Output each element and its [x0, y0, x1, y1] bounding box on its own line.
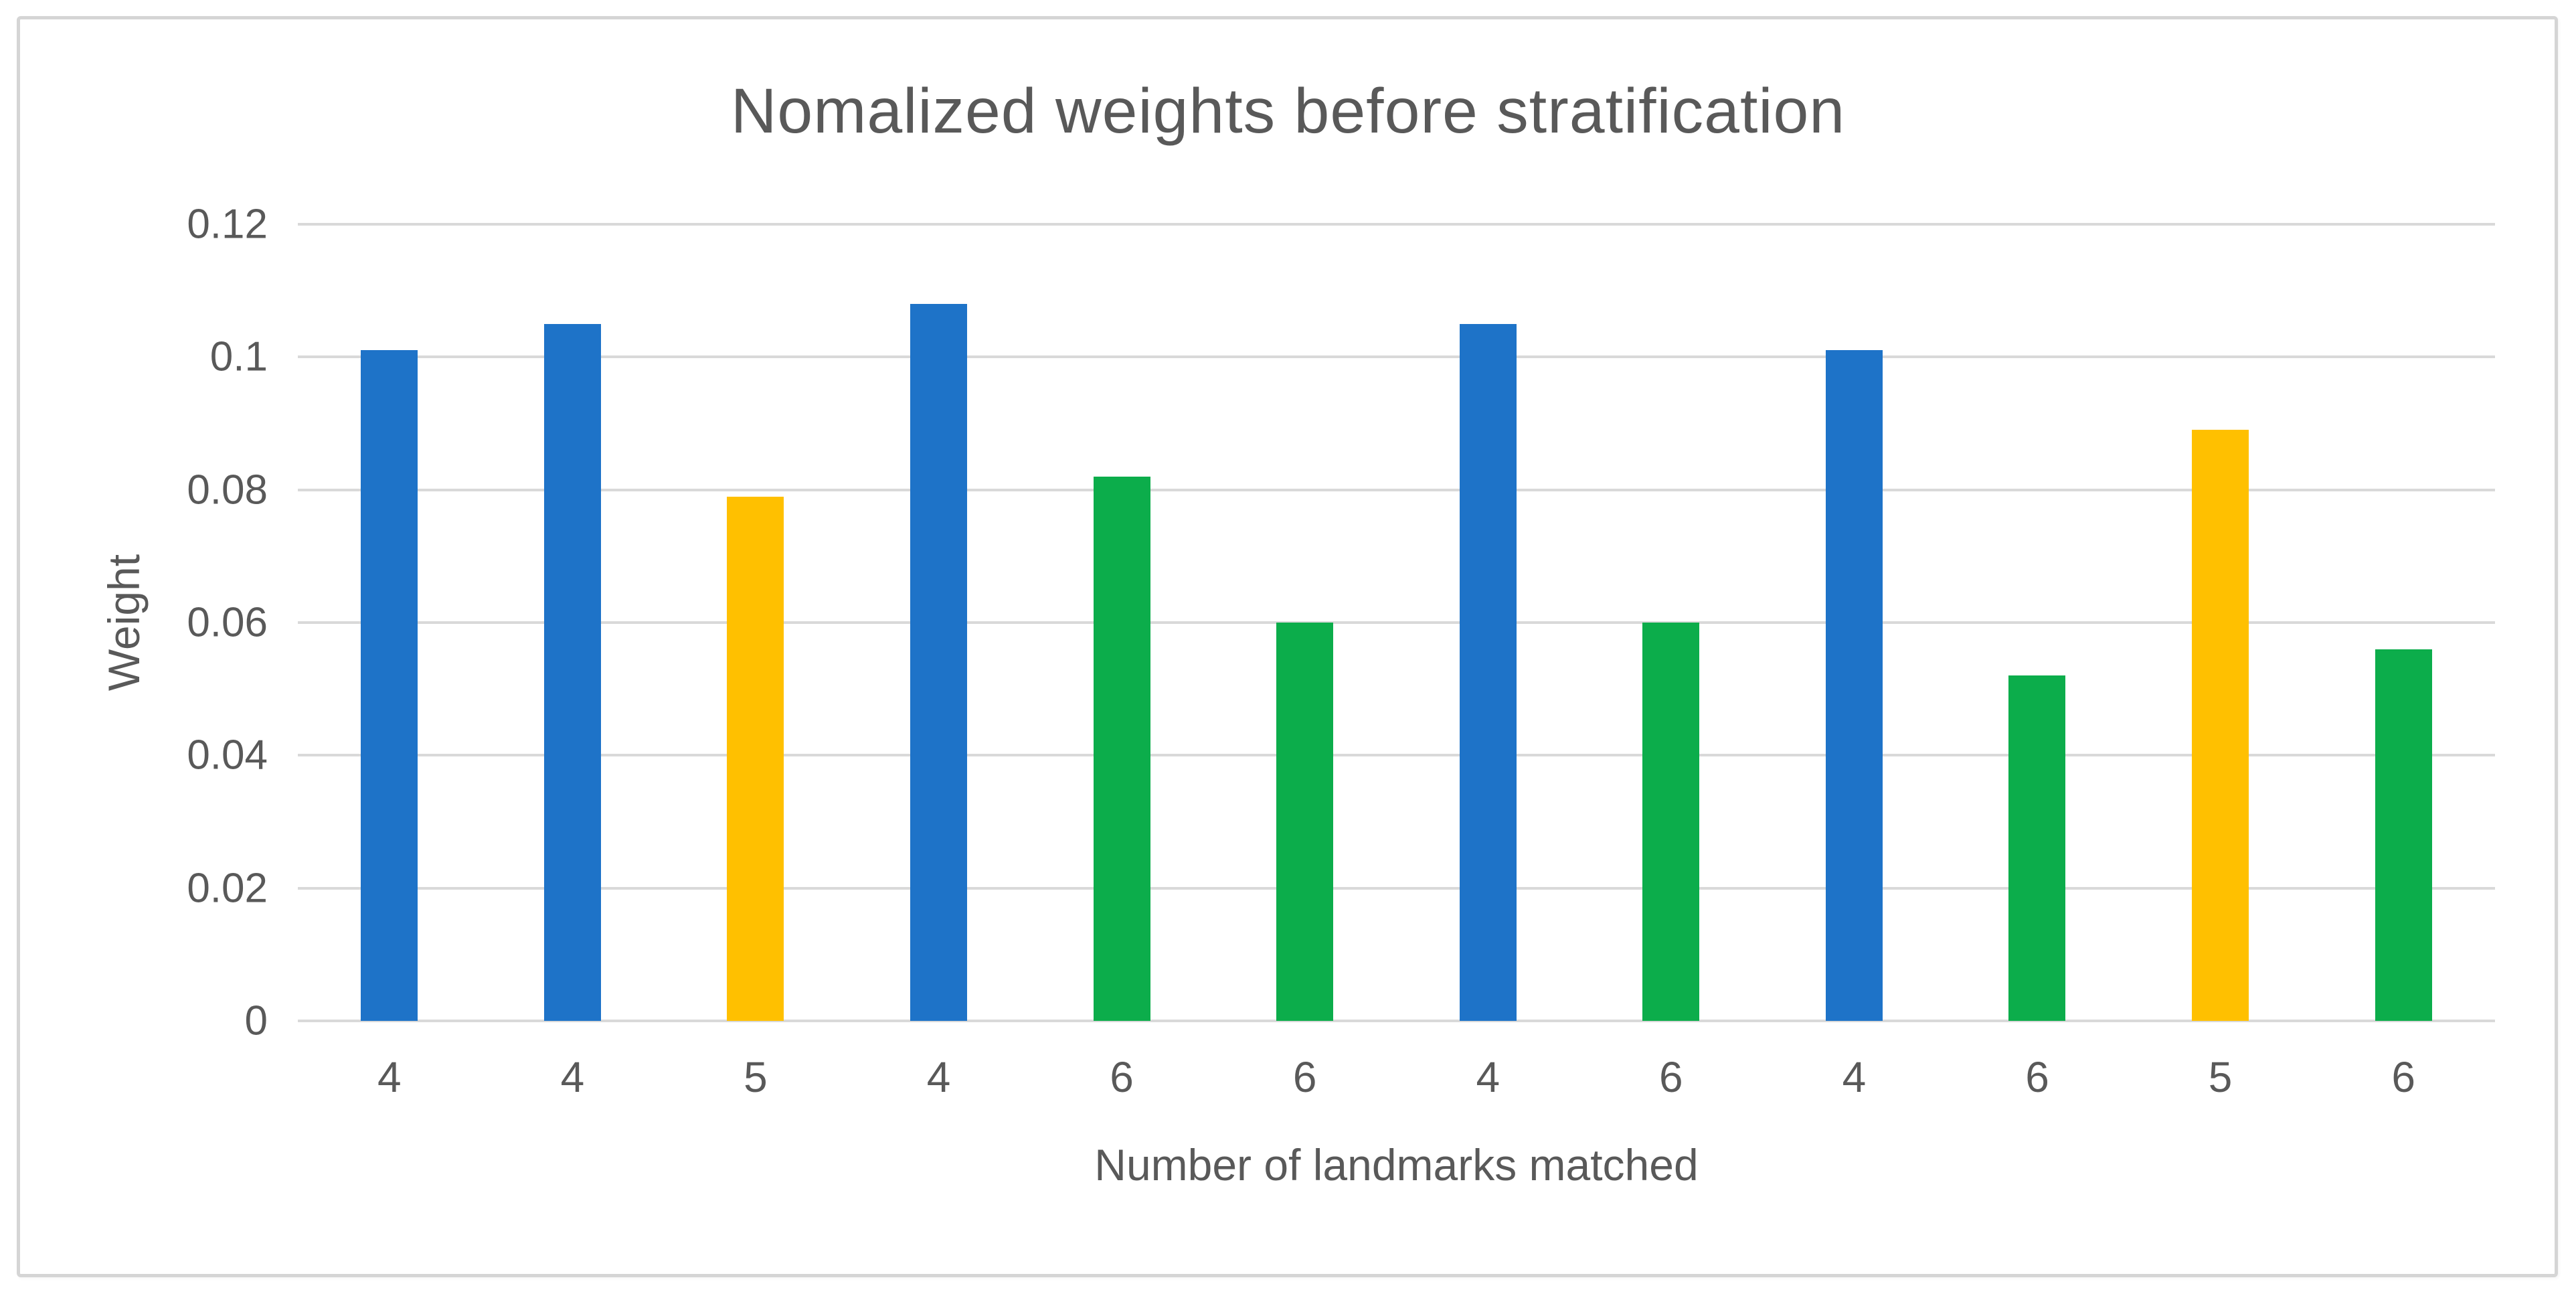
- y-tick-label: 0.1: [209, 333, 268, 380]
- bar: [1276, 623, 1334, 1021]
- bar-slot: [2312, 224, 2495, 1021]
- x-tick-label: 4: [926, 1053, 951, 1101]
- x-tick-label: 4: [1476, 1053, 1500, 1101]
- x-tick-label: 4: [377, 1053, 402, 1101]
- gridline: [298, 223, 2495, 226]
- y-axis-labels: 0 0.02 0.04 0.06 0.08 0.1 0.12: [54, 201, 268, 1044]
- x-tick-label: 6: [2391, 1053, 2415, 1101]
- gridline: [298, 488, 2495, 491]
- chart-title: Nomalized weights before stratification: [730, 76, 1846, 147]
- bar-slot: [1579, 224, 1763, 1021]
- y-tick-label: 0.08: [187, 467, 268, 513]
- y-tick-label: 0.06: [187, 599, 268, 646]
- bar-slot: [1396, 224, 1579, 1021]
- x-tick-label: 6: [1110, 1053, 1134, 1101]
- x-tick-label: 5: [744, 1053, 768, 1101]
- y-tick-label: 0: [244, 997, 268, 1044]
- x-tick-label: 5: [2208, 1053, 2233, 1101]
- x-labels-row: 4 4 5 4 6 6 4 6 4 6 5 6: [298, 1052, 2495, 1106]
- bar: [727, 496, 784, 1021]
- bar-slot: [1763, 224, 1946, 1021]
- gridline: [298, 1020, 2495, 1022]
- x-tick-label: 4: [1842, 1053, 1867, 1101]
- bar-slot: [1030, 224, 1213, 1021]
- bar-slot: [1946, 224, 2129, 1021]
- bar-slot: [1213, 224, 1397, 1021]
- gridline: [298, 886, 2495, 890]
- gridline: [298, 355, 2495, 359]
- gridline: [298, 621, 2495, 624]
- x-axis-title: Number of landmarks matched: [1094, 1140, 1699, 1190]
- y-tick-label: 0.02: [187, 865, 268, 912]
- bar: [543, 323, 601, 1021]
- bar-slot: [2129, 224, 2312, 1021]
- bar: [2192, 430, 2249, 1021]
- y-tick-label: 0.04: [187, 732, 268, 779]
- bar: [2375, 649, 2432, 1021]
- x-tick-label: 6: [2025, 1053, 2049, 1101]
- bar: [1459, 323, 1517, 1021]
- bars-row: [298, 224, 2495, 1021]
- y-tick-label: 0.12: [187, 201, 268, 248]
- bar: [2008, 675, 2066, 1021]
- gridline: [298, 754, 2495, 757]
- bar-slot: [481, 224, 665, 1021]
- bar: [361, 350, 418, 1021]
- x-tick-label: 4: [560, 1053, 585, 1101]
- bar: [1825, 350, 1883, 1021]
- bar-slot: [847, 224, 1031, 1021]
- bar: [1093, 476, 1150, 1021]
- x-tick-label: 6: [1659, 1053, 1683, 1101]
- bar-slot: [664, 224, 847, 1021]
- plot-area: [298, 223, 2495, 1022]
- bar: [1642, 623, 1700, 1021]
- bar-slot: [298, 224, 481, 1021]
- x-tick-label: 6: [1292, 1053, 1317, 1101]
- bar: [910, 304, 968, 1021]
